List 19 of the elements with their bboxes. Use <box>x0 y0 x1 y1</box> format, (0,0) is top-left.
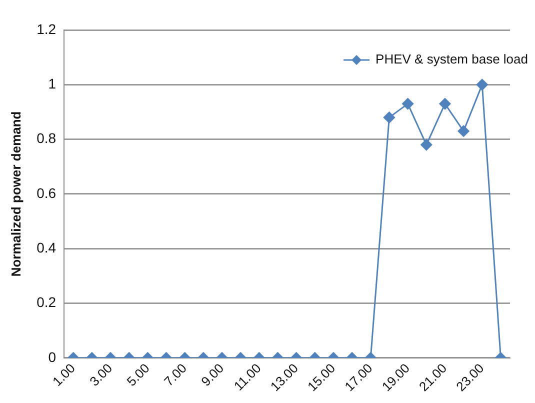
y-tick-label: 1 <box>48 76 56 92</box>
x-tick-label: 9.00 <box>198 360 227 390</box>
point <box>476 78 488 90</box>
x-tick-label: 5.00 <box>124 360 152 390</box>
point <box>458 125 470 137</box>
y-tick-label: 1.2 <box>36 20 56 37</box>
y-tick-label: 0.8 <box>36 130 56 146</box>
point <box>402 98 414 110</box>
x-tick-label: 7.00 <box>160 360 190 390</box>
y-tick-label: 0.4 <box>36 240 56 256</box>
legend-label: PHEV & system base load <box>376 52 528 67</box>
y-tick-label: 0.2 <box>36 294 56 310</box>
point <box>439 98 451 110</box>
point <box>420 139 432 151</box>
point <box>383 112 395 124</box>
y-axis-title: Normalized power demand <box>8 111 24 277</box>
y-tick-label: 0 <box>48 348 56 365</box>
x-tick-label: 3.00 <box>86 360 116 390</box>
y-tick-label: 0.6 <box>36 184 56 201</box>
